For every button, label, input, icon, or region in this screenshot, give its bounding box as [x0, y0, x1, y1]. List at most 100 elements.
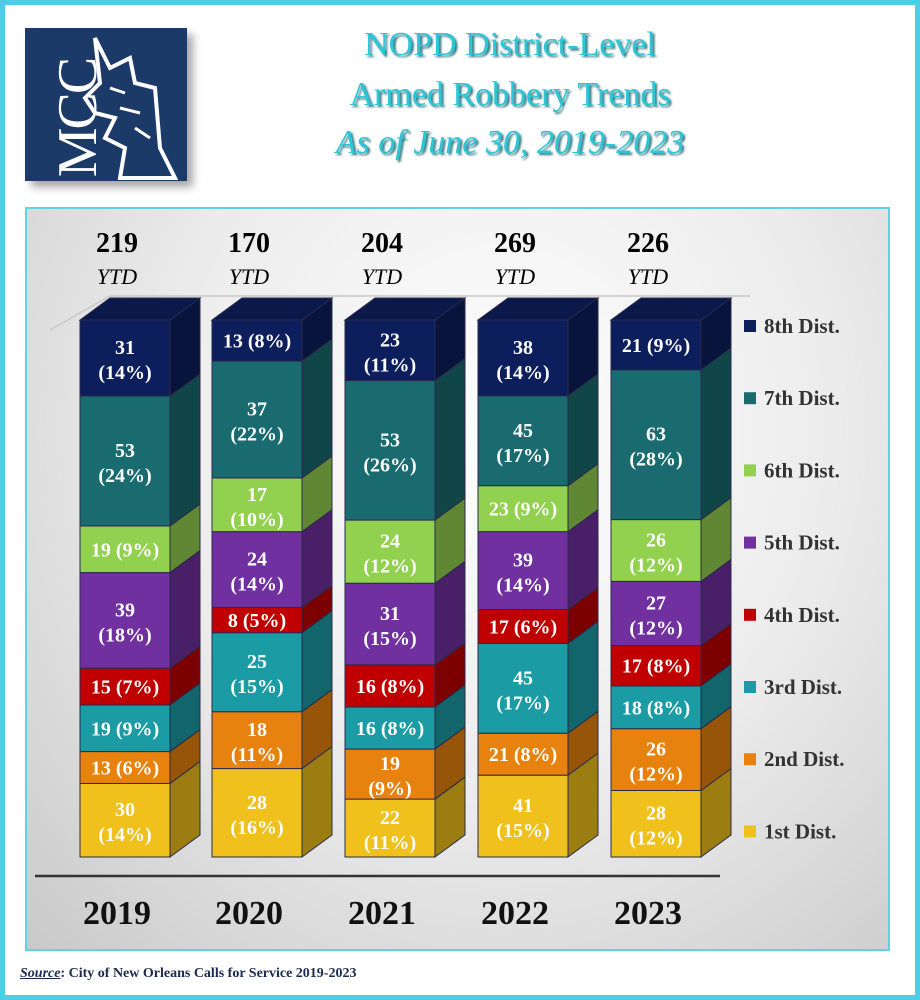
ytd-label: YTD [628, 264, 668, 289]
x-tick-label: 2022 [481, 895, 549, 932]
bar-segment-front [610, 728, 702, 791]
legend-swatch [744, 825, 756, 838]
bar-segment-front [477, 774, 569, 858]
source-note: Source: City of New Orleans Calls for Se… [20, 966, 356, 982]
bar-segment-front [610, 685, 702, 730]
source-label: Source [20, 966, 61, 981]
legend-label: 6th Dist. [764, 458, 840, 482]
data-label: (9%) [368, 778, 411, 800]
legend-label: 4th Dist. [764, 603, 840, 627]
total-label: 204 [361, 228, 403, 259]
total-label: 226 [627, 228, 669, 259]
data-label: 41 [513, 795, 533, 817]
data-label: 31 [380, 603, 400, 625]
bar-segment-side [434, 357, 466, 522]
data-label: 30 [115, 799, 135, 821]
legend-label: 5th Dist. [764, 531, 840, 555]
bar-segment-front [79, 319, 171, 397]
data-label: (14%) [230, 574, 283, 596]
legend-swatch [744, 536, 756, 549]
data-label: (15%) [363, 628, 416, 650]
bar-segment-front [610, 580, 702, 647]
data-label: 31 [115, 337, 135, 359]
data-label: 23 (9%) [489, 499, 557, 521]
legend-label: 3rd Dist. [764, 675, 842, 699]
data-label: 18 [247, 719, 267, 741]
data-label: 45 [513, 667, 533, 689]
data-label: (15%) [230, 676, 283, 698]
data-label: 39 [513, 550, 533, 572]
data-label: 18 (8%) [622, 697, 690, 719]
ytd-label: YTD [362, 264, 402, 289]
bar-segment-front [610, 519, 702, 582]
bar-segment-top [210, 297, 334, 321]
data-label: (17%) [496, 692, 549, 714]
data-label: 53 [380, 429, 400, 451]
bar-segment-top [609, 297, 733, 321]
data-label: (12%) [629, 764, 682, 786]
bar-segment-front [79, 525, 171, 574]
legend-label: 8th Dist. [764, 314, 840, 338]
data-label: 28 [247, 792, 267, 814]
bar-segment-front [344, 706, 436, 750]
legend-swatch [744, 608, 756, 621]
data-label: (12%) [629, 828, 682, 850]
data-label: 17 (8%) [622, 656, 690, 678]
data-label: 24 [247, 549, 267, 571]
data-label: (16%) [230, 817, 283, 839]
legend-swatch [744, 753, 756, 766]
bar-segment-front [344, 519, 436, 584]
data-label: (17%) [496, 445, 549, 467]
x-tick-label: 2019 [83, 895, 151, 932]
data-label: 13 (6%) [91, 758, 159, 780]
bar-segment-front [79, 782, 171, 858]
data-label: 26 [646, 529, 666, 551]
data-label: (14%) [496, 575, 549, 597]
bar-segment-front [477, 531, 569, 610]
ytd-label: YTD [97, 264, 137, 289]
total-label: 170 [228, 228, 270, 259]
bar-segment-front [211, 768, 303, 858]
legend-swatch [744, 392, 756, 405]
data-label: (12%) [363, 556, 416, 578]
bar-segment-top [343, 297, 467, 321]
data-label: (12%) [629, 617, 682, 639]
data-label: 19 [380, 753, 400, 775]
data-label: (14%) [496, 362, 549, 384]
bar-segment-side [169, 373, 201, 527]
legend-swatch [744, 681, 756, 693]
data-label: 24 [380, 531, 400, 553]
data-label: (18%) [98, 624, 151, 646]
data-label: 63 [646, 424, 666, 446]
data-label: 8 (5%) [228, 610, 286, 632]
title-line-1: NOPD District-Level [364, 26, 656, 63]
data-label: 39 [115, 599, 135, 621]
data-label: (11%) [364, 832, 416, 854]
bar-segment-front [610, 319, 702, 371]
data-label: (10%) [230, 509, 283, 531]
data-label: 17 (6%) [489, 616, 557, 638]
data-label: (14%) [98, 824, 151, 846]
data-label: 21 (8%) [489, 744, 557, 766]
legend-label: 7th Dist. [764, 386, 840, 410]
bar-segment-front [79, 751, 171, 784]
gridline [49, 295, 750, 331]
bar-segment-front [211, 632, 303, 713]
wolf-icon [82, 37, 179, 180]
bar-segment-front [477, 319, 569, 397]
bar-segment-front [344, 664, 436, 708]
data-label: (24%) [98, 465, 151, 487]
bar-segment-front [610, 789, 702, 858]
data-label: (22%) [230, 424, 283, 446]
ytd-label: YTD [495, 264, 535, 289]
data-label: 38 [513, 337, 533, 359]
bar-segment-top [476, 297, 600, 321]
data-label: 28 [646, 803, 666, 825]
source-text: : City of New Orleans Calls for Service … [60, 966, 357, 981]
data-label: 45 [513, 420, 533, 442]
title-line-2: Armed Robbery Trends [349, 76, 671, 113]
x-tick-label: 2023 [614, 895, 682, 932]
legend-label: 2nd Dist. [764, 747, 845, 771]
